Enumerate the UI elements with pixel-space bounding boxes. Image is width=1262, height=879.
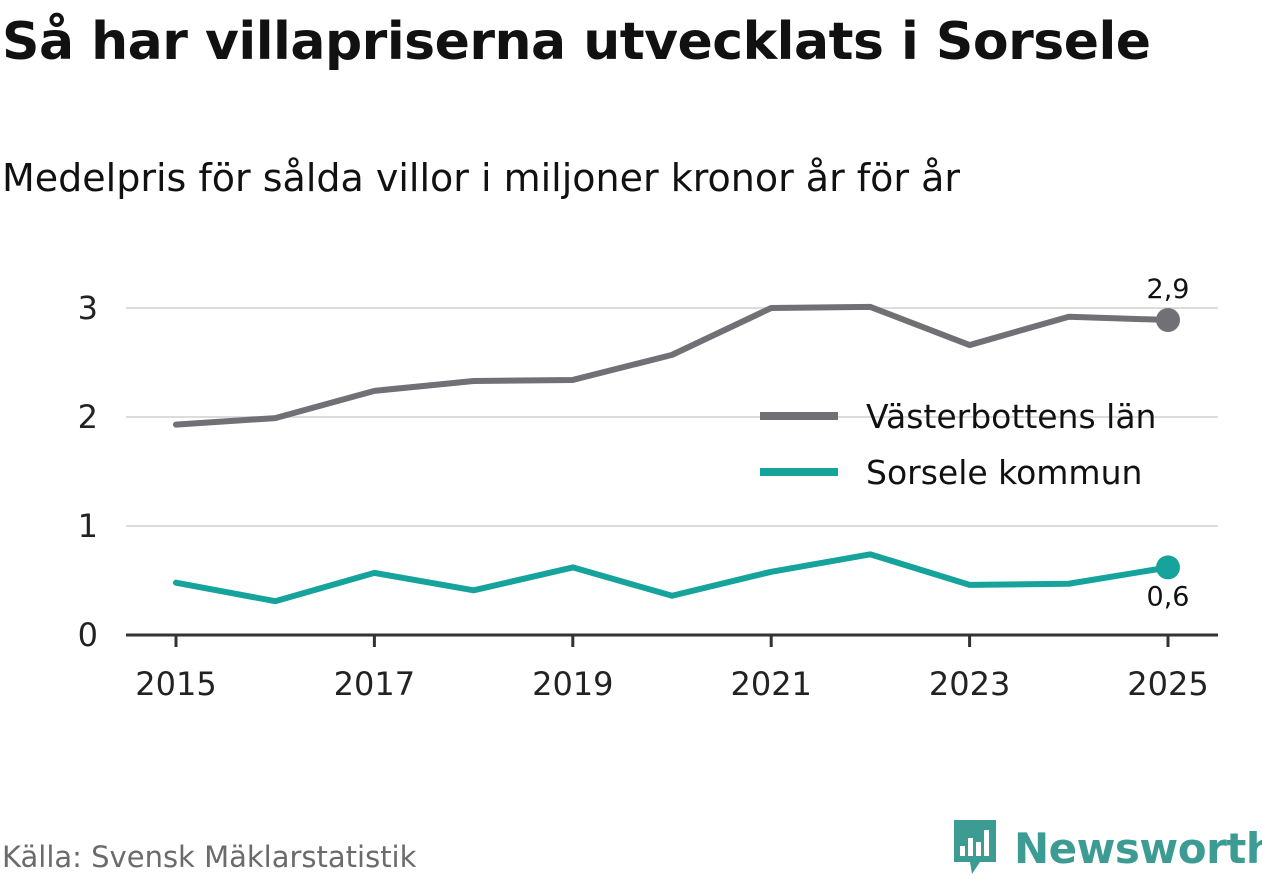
y-tick-label-3: 3 — [78, 289, 98, 327]
legend: Västerbottens län Sorsele kommun — [760, 397, 1156, 492]
axes: 0 1 2 3 2015 2017 2019 2021 2023 2025 — [78, 289, 1218, 703]
end-value-label-vasterbottens-lan: 2,9 — [1147, 274, 1190, 305]
x-tick-label-2015: 2015 — [135, 665, 216, 703]
end-point-sorsele-kommun-2025 — [1156, 555, 1180, 580]
gridlines — [126, 307, 1218, 527]
x-tick-label-2025: 2025 — [1127, 665, 1208, 703]
brand-name: Newsworthy — [1014, 823, 1262, 873]
legend-label-vasterbottens-lan: Västerbottens län — [866, 397, 1156, 436]
y-tick-label-2: 2 — [78, 398, 98, 436]
x-tick-label-2021: 2021 — [730, 665, 811, 703]
newsworthy-logo-icon — [954, 820, 996, 874]
x-tick-label-2017: 2017 — [334, 665, 415, 703]
series-line-vasterbottens-lan — [173, 303, 1171, 428]
y-tick-label-0: 0 — [78, 616, 98, 654]
x-tick-label-2023: 2023 — [929, 665, 1010, 703]
x-tick-label-2019: 2019 — [532, 665, 613, 703]
brand-logo: Newsworthy — [950, 818, 1262, 878]
source-note: Källa: Svensk Mäklarstatistik — [2, 840, 417, 874]
end-value-label-sorsele-kommun: 0,6 — [1147, 581, 1190, 612]
y-tick-label-1: 1 — [78, 507, 98, 545]
series-line-sorsele-kommun — [173, 551, 1171, 605]
chart-title: Så har villapriserna utvecklats i Sorsel… — [2, 12, 1151, 72]
series-lines — [173, 303, 1180, 605]
chart-subtitle: Medelpris för sålda villor i miljoner kr… — [2, 156, 961, 200]
end-point-vasterbottens-lan-2025 — [1156, 307, 1180, 332]
value-labels: 2,9 0,6 — [1147, 274, 1190, 612]
legend-label-sorsele-kommun: Sorsele kommun — [866, 453, 1142, 492]
